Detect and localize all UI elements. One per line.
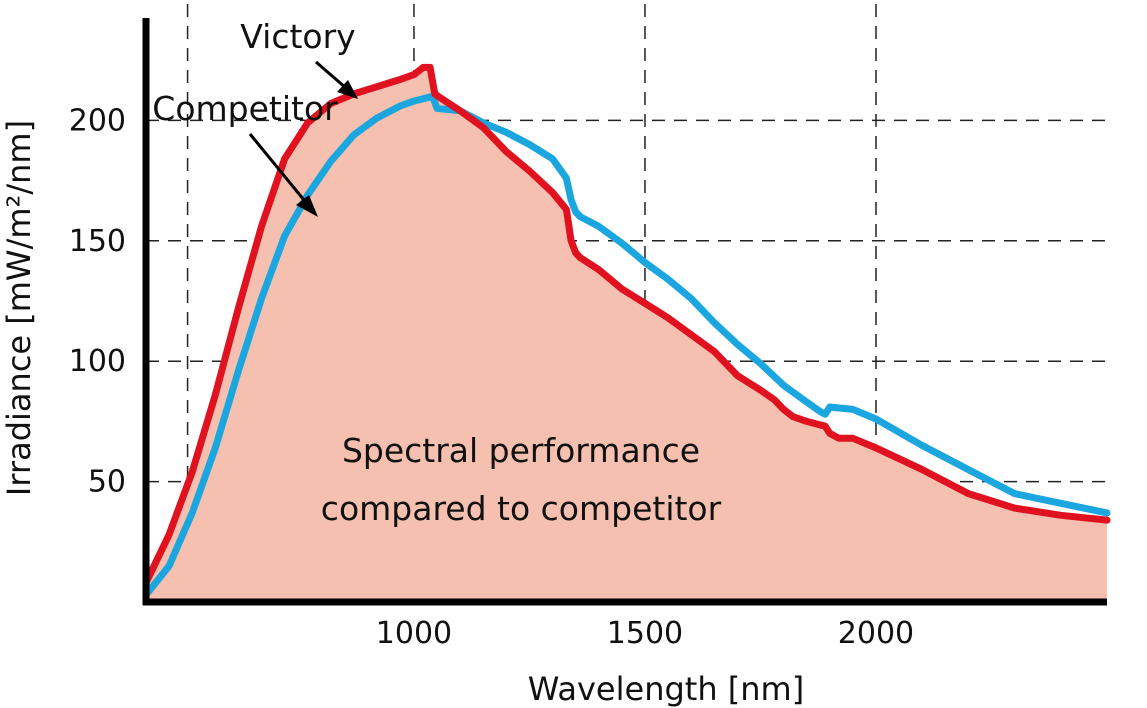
y-axis-label: Irradiance [mW/m²/nm]	[0, 120, 38, 496]
competitor-line	[142, 92, 1111, 599]
x-axis-label: Wavelength [nm]	[528, 670, 804, 708]
axes	[142, 18, 1107, 606]
victory-area-fill	[146, 67, 1107, 602]
tick-labels: 1000 1500 2000 50 100 150 200	[69, 103, 914, 651]
annotation-line-2: compared to competitor	[321, 489, 722, 528]
series-lines	[142, 63, 1111, 599]
legend-victory-label: Victory	[240, 17, 355, 56]
victory-arrow-line	[315, 60, 347, 90]
annotation-line-1: Spectral performance	[342, 431, 700, 470]
x-tick-label-1500: 1500	[607, 616, 683, 651]
victory-line	[142, 63, 1111, 587]
x-tick-label-2000: 2000	[838, 616, 914, 651]
y-tick-label-150: 150	[69, 224, 126, 259]
legend-competitor-label: Competitor	[152, 89, 338, 128]
competitor-arrow-head	[296, 195, 318, 217]
y-tick-label-100: 100	[69, 344, 126, 379]
legend-competitor-callout: Competitor	[152, 89, 338, 217]
competitor-arrow-line	[248, 133, 306, 201]
victory-area	[146, 67, 1107, 602]
y-tick-label-200: 200	[69, 103, 126, 138]
y-tick-label-50: 50	[88, 465, 126, 500]
legend-victory-callout: Victory	[240, 17, 358, 99]
victory-arrow-head	[337, 80, 358, 99]
x-tick-label-1000: 1000	[376, 616, 452, 651]
